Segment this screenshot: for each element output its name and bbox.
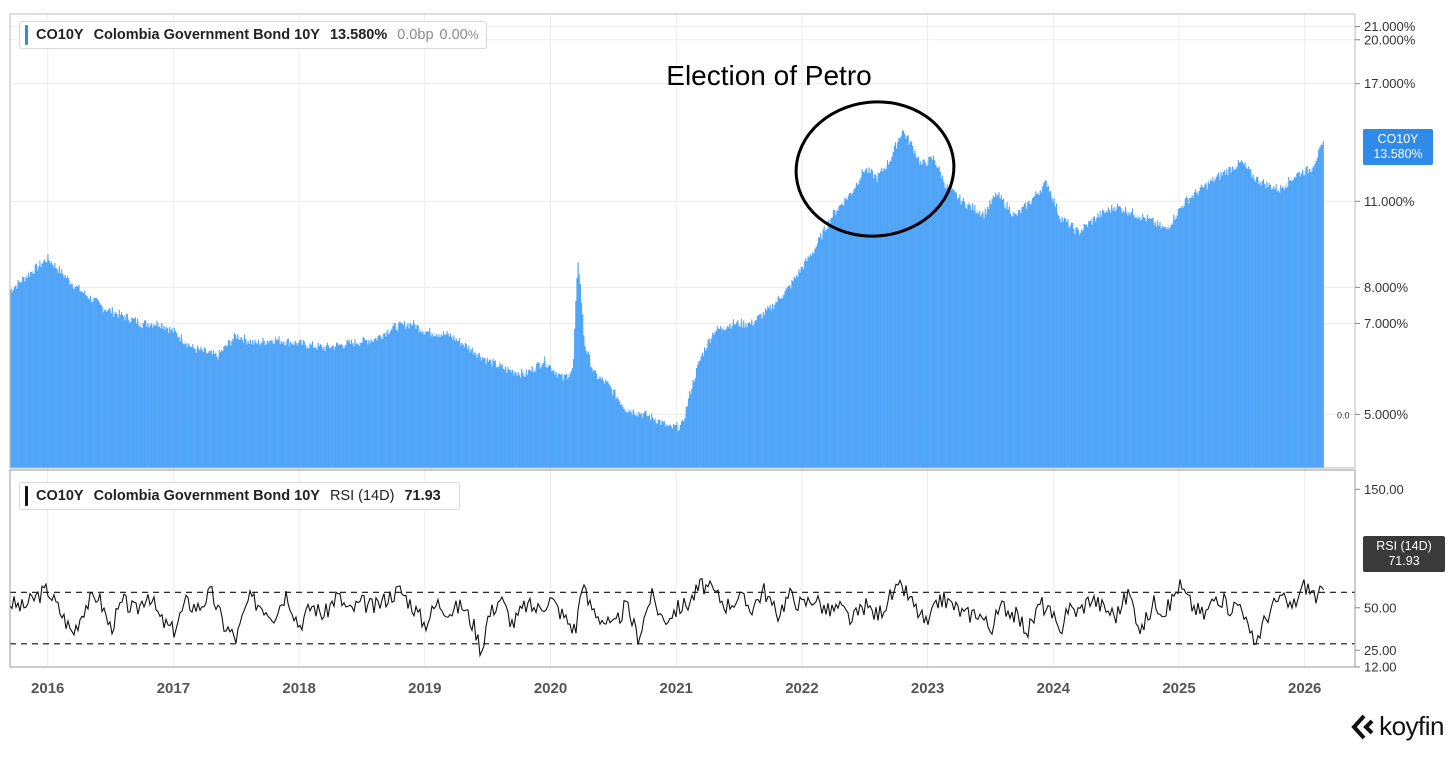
legend-value: 13.580%: [329, 27, 388, 43]
annotation-text: Election of Petro: [666, 60, 871, 91]
plot-frame: [9, 13, 1356, 668]
y-tick-label: 7.000%: [1364, 316, 1409, 331]
rsi-line: [9, 578, 1325, 658]
rsi-legend-name: Colombia Government Bond 10Y: [93, 488, 320, 504]
legend-ticker: CO10Y: [36, 27, 84, 43]
yield-area-fill: [10, 130, 1324, 468]
yield-area-series: [9, 130, 1324, 468]
y-tick-label: 8.000%: [1364, 280, 1409, 295]
koyfin-wordmark: koyfin: [1379, 711, 1444, 741]
x-tick-label: 2020: [534, 680, 567, 697]
axis-ticks: 2016 2017 2018 2019 2020 2021 2022 2023 2024 2025…: [31, 19, 1416, 697]
volume-axis-label: 0.0: [1337, 410, 1350, 420]
y-tick-label: 17.000%: [1364, 76, 1416, 91]
rsi-y-tick-label: 12.00: [1364, 660, 1397, 675]
series-color-swatch: [25, 25, 28, 45]
x-tick-label: 2023: [911, 680, 944, 697]
rsi-legend-ticker: CO10Y: [36, 488, 84, 504]
koyfin-logo: koyfin: [1350, 711, 1444, 742]
top-panel-frame: [9, 13, 1356, 469]
price-tag: CO10Y 13.580%: [1363, 129, 1433, 165]
y-tick-label: 5.000%: [1364, 407, 1409, 422]
y-tick-label: 21.000%: [1364, 19, 1416, 34]
legend-change-pct: 0.00: [439, 27, 468, 43]
rsi-legend-indicator: RSI (14D): [329, 488, 395, 504]
rsi-y-tick-label: 50.00: [1364, 600, 1397, 615]
price-tag-value: 13.580%: [1373, 147, 1423, 161]
y-tick-label: 20.000%: [1364, 32, 1416, 47]
y-tick-label: 11.000%: [1364, 194, 1415, 209]
x-tick-label: 2017: [157, 680, 190, 697]
x-tick-label: 2024: [1037, 680, 1071, 697]
legend-name: Colombia Government Bond 10Y: [93, 27, 320, 43]
x-tick-label: 2019: [408, 680, 441, 697]
rsi-y-tick-label: 150.00: [1364, 482, 1404, 497]
legend-change-pct-sym: %: [467, 28, 479, 42]
legend-change-bp: 0.0bp: [397, 27, 434, 43]
x-tick-label: 2018: [282, 680, 315, 697]
top-legend[interactable]: CO10Y Colombia Government Bond 10Y 13.58…: [19, 21, 488, 49]
x-tick-label: 2026: [1288, 680, 1321, 697]
x-tick-label: 2016: [31, 680, 64, 697]
annotation-circle: [794, 100, 956, 238]
rsi-legend[interactable]: CO10Y Colombia Government Bond 10Y RSI (…: [19, 482, 460, 510]
rsi-color-swatch: [25, 486, 28, 506]
koyfin-mark-icon: [1351, 714, 1374, 739]
rsi-y-tick-label: 25.00: [1364, 643, 1397, 658]
rsi-tag-value: 71.93: [1388, 554, 1420, 568]
bottom-panel-frame: [9, 469, 1356, 668]
rsi-tag: RSI (14D) 71.93: [1363, 536, 1445, 572]
rsi-series: [9, 578, 1355, 658]
x-tick-label: 2022: [785, 680, 818, 697]
x-tick-label: 2021: [660, 680, 693, 697]
rsi-tag-label: RSI (14D): [1376, 539, 1432, 553]
annotation-layer: 0.0 Election of Petro: [666, 60, 1349, 420]
rsi-legend-value: 71.93: [404, 488, 441, 504]
x-tick-label: 2025: [1162, 680, 1195, 697]
price-tag-ticker: CO10Y: [1377, 132, 1419, 146]
